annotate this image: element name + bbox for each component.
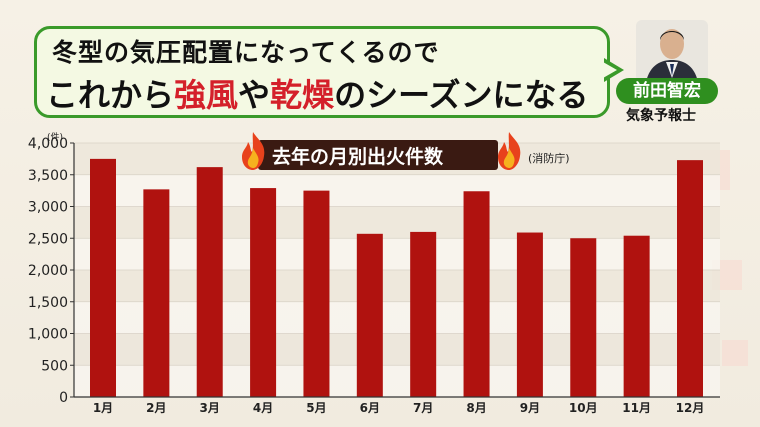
chart-title: 去年の月別出火件数 xyxy=(272,146,444,168)
flame-icon xyxy=(498,132,521,170)
y-axis-ticks: 0 500 1,000 1,500 2,000 2,500 3,000 3,500 4,000 xyxy=(28,136,74,406)
bar xyxy=(410,231,437,397)
bar xyxy=(623,235,650,397)
bar xyxy=(196,167,223,397)
x-axis-ticks: 1月 2月 3月 4月 5月 6月 7月 8月 9月 10月 11月 12月 xyxy=(93,401,705,415)
y-axis-unit: (件) xyxy=(47,133,64,143)
presenter-name-badge: 前田智宏 xyxy=(616,78,718,104)
chart-bands xyxy=(74,143,720,397)
chart-band xyxy=(74,206,720,239)
y-tick-label: 0 xyxy=(59,390,68,406)
chart-title-band xyxy=(258,140,498,170)
bar xyxy=(463,191,490,397)
caption-highlight-dry: 乾燥 xyxy=(270,76,335,114)
background-decoration xyxy=(722,340,748,366)
y-tick-label: 3,000 xyxy=(28,200,68,216)
y-tick-label: 500 xyxy=(41,358,68,374)
caption-text: や xyxy=(238,76,271,114)
x-tick-label: 11月 xyxy=(622,401,651,415)
x-tick-label: 12月 xyxy=(676,401,705,415)
bar xyxy=(90,158,116,397)
caption-bubble xyxy=(34,26,610,118)
caption-text: のシーズンになる xyxy=(334,76,589,114)
bar xyxy=(516,232,543,397)
x-tick-label: 6月 xyxy=(360,401,380,415)
chart-band xyxy=(74,238,720,270)
presenter-role: 気象予報士 xyxy=(626,108,696,124)
x-tick-label: 3月 xyxy=(200,401,220,415)
presenter-avatar xyxy=(636,20,708,82)
x-tick-label: 7月 xyxy=(413,401,433,415)
y-tick-label: 3,500 xyxy=(28,168,68,184)
caption-text: これから xyxy=(46,76,175,114)
bar xyxy=(356,233,383,397)
bar xyxy=(250,188,277,397)
caption-line-1: 冬型の気圧配置になってくるので xyxy=(52,38,440,67)
chart-band xyxy=(74,365,720,397)
chart-band xyxy=(74,174,720,207)
chart-band xyxy=(74,270,720,302)
x-tick-label: 4月 xyxy=(253,401,273,415)
chart-gridlines xyxy=(74,142,720,366)
y-tick-label: 1,000 xyxy=(28,327,68,343)
x-tick-label: 2月 xyxy=(146,401,166,415)
bar xyxy=(677,160,703,397)
x-tick-label: 1月 xyxy=(93,401,113,415)
caption-highlight-strong-wind: 強風 xyxy=(174,76,239,114)
bar xyxy=(570,238,597,397)
x-tick-label: 9月 xyxy=(520,401,540,415)
caption-line-2: これから強風や乾燥のシーズンになる xyxy=(46,70,588,116)
flame-icon xyxy=(242,132,265,170)
chart-band xyxy=(74,333,720,366)
y-tick-label: 2,000 xyxy=(28,263,68,279)
caption-bubble-tail-inner xyxy=(603,62,617,78)
x-tick-label: 8月 xyxy=(466,401,486,415)
bar xyxy=(143,189,170,397)
x-tick-label: 5月 xyxy=(306,401,326,415)
chart-source: (消防庁) xyxy=(528,152,570,165)
y-tick-label: 1,500 xyxy=(28,295,68,311)
x-tick-label: 10月 xyxy=(569,401,598,415)
bar xyxy=(303,190,330,397)
y-tick-label: 2,500 xyxy=(28,231,68,247)
chart-band xyxy=(74,301,720,334)
chart-bars xyxy=(90,158,703,397)
y-tick-label: 4,000 xyxy=(28,136,68,152)
